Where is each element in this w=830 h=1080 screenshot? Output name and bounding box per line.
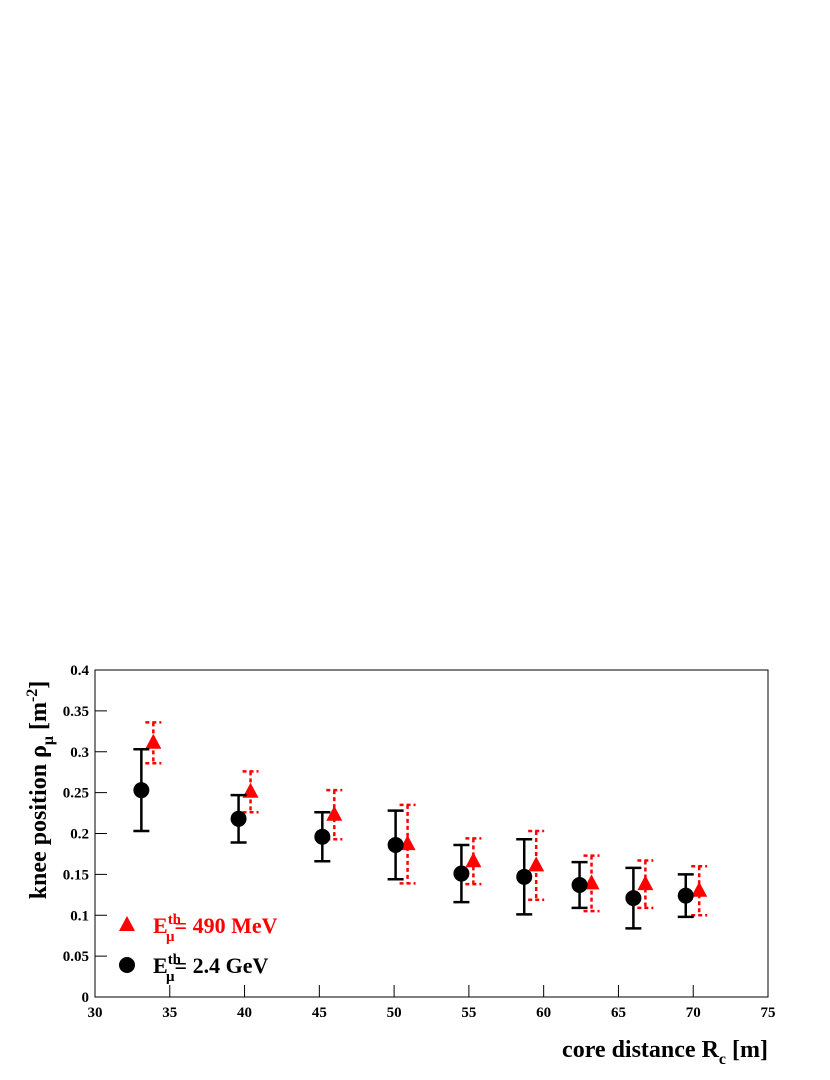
x-title-sub: c bbox=[719, 1051, 726, 1068]
marker bbox=[516, 868, 533, 885]
x-tick-label: 50 bbox=[387, 1005, 402, 1021]
y-title-close: ] bbox=[26, 681, 52, 689]
x-tick-label: 40 bbox=[237, 1005, 252, 1021]
marker bbox=[230, 810, 247, 827]
marker bbox=[465, 852, 482, 868]
y-tick-label: 0.1 bbox=[70, 908, 89, 924]
x-tick-label: 30 bbox=[88, 1005, 103, 1021]
marker bbox=[677, 887, 694, 904]
error-bar bbox=[242, 770, 259, 814]
legend-sup: th bbox=[168, 912, 182, 928]
marker bbox=[326, 805, 343, 821]
x-tick-label: 60 bbox=[536, 1005, 551, 1021]
x-axis-title: core distance Rc [m] bbox=[562, 1037, 768, 1068]
plot-frame bbox=[94, 669, 769, 998]
y-title-sub: μ bbox=[40, 736, 57, 745]
x-tick-label: 55 bbox=[461, 1005, 476, 1021]
y-tick-label: 0.05 bbox=[63, 949, 89, 965]
y-title-sup: -2 bbox=[24, 689, 41, 702]
legend-label: Eth μ= 2.4 GeV bbox=[153, 952, 268, 985]
marker bbox=[528, 856, 545, 872]
error-bar bbox=[583, 854, 600, 913]
legend-sub: μ bbox=[166, 969, 175, 985]
legend-base: E bbox=[153, 913, 168, 938]
marker bbox=[691, 881, 708, 897]
legend-text: = 2.4 GeV bbox=[175, 953, 269, 978]
y-tick-label: 0.4 bbox=[70, 663, 89, 679]
error-bar bbox=[528, 829, 545, 901]
x-tick-label: 35 bbox=[162, 1005, 177, 1021]
error-bar bbox=[145, 721, 162, 765]
x-tick-label: 65 bbox=[611, 1005, 626, 1021]
legend-sub: μ bbox=[166, 929, 175, 945]
y-tick-label: 0.15 bbox=[63, 867, 89, 883]
marker bbox=[637, 875, 654, 891]
series bbox=[133, 748, 694, 930]
legend-sup: th bbox=[168, 952, 182, 968]
legend-marker bbox=[119, 916, 135, 931]
legend-marker bbox=[119, 957, 135, 973]
marker bbox=[625, 890, 642, 907]
series bbox=[145, 721, 708, 917]
marker bbox=[571, 877, 588, 894]
y-tick-label: 0.2 bbox=[70, 827, 89, 843]
marker bbox=[133, 782, 150, 799]
x-tick-label: 75 bbox=[761, 1005, 776, 1021]
marker bbox=[145, 733, 162, 749]
y-tick-label: 0.3 bbox=[70, 745, 89, 761]
x-tick-label: 45 bbox=[312, 1005, 327, 1021]
legend-base: E bbox=[153, 953, 168, 978]
y-title-text: knee position ρ bbox=[26, 745, 52, 899]
marker bbox=[314, 828, 331, 845]
y-axis-title: knee position ρμ [m-2] bbox=[24, 681, 57, 900]
y-tick-label: 0.25 bbox=[63, 786, 89, 802]
y-tick-label: 0.35 bbox=[63, 704, 89, 720]
y-tick-label: 0 bbox=[82, 990, 90, 1006]
marker bbox=[387, 836, 404, 853]
x-title-rest: [m] bbox=[726, 1037, 768, 1063]
error-bar bbox=[399, 803, 416, 885]
marker bbox=[453, 865, 470, 882]
x-tick-label: 70 bbox=[686, 1005, 701, 1021]
legend-label: Eth μ= 490 MeV bbox=[153, 912, 278, 945]
legend-text: = 490 MeV bbox=[175, 913, 278, 938]
marker bbox=[399, 835, 416, 851]
y-title-unit: [m bbox=[26, 702, 52, 736]
x-title-text: core distance R bbox=[562, 1037, 720, 1063]
